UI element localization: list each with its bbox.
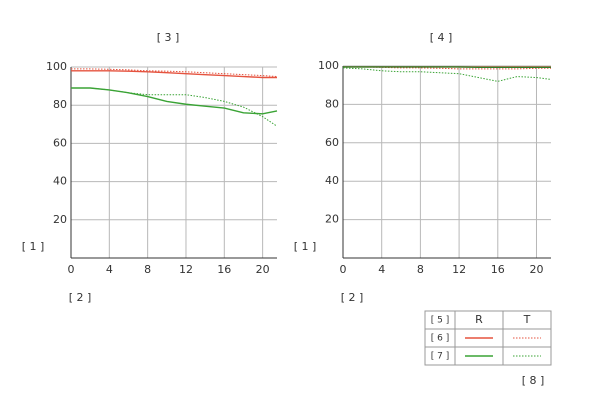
data-line	[343, 66, 551, 70]
y-tick-label: 60	[325, 136, 339, 149]
note: [ 8 ]	[522, 374, 545, 387]
y-tick-label: 100	[318, 59, 339, 72]
data-line	[71, 70, 277, 79]
x-tick-label: 12	[452, 263, 466, 276]
x-tick-label: 20	[256, 263, 270, 276]
x-tick-label: 0	[340, 263, 347, 276]
x-tick-label: 20	[529, 263, 543, 276]
legend-table: [ 5 ] R T [ 6 ] [ 7 ]	[424, 310, 552, 366]
x-tick-label: 4	[378, 263, 385, 276]
x-tick-label: 16	[217, 263, 231, 276]
y-tick-label: 20	[53, 213, 67, 226]
x-tick-label: 8	[417, 263, 424, 276]
legend-frame	[424, 310, 552, 366]
x-tick-label: 12	[179, 263, 193, 276]
chart-title: [ 3 ]	[157, 31, 180, 44]
data-line	[342, 67, 552, 82]
x-tick-label: 0	[68, 263, 75, 276]
legend-column: R	[475, 313, 483, 326]
y-tick-label: 80	[325, 97, 339, 110]
x-tick-label: 4	[106, 263, 113, 276]
legend-row: [ 7 ]	[431, 352, 449, 362]
y-tick-label: 100	[46, 60, 67, 73]
y-tick-label: 60	[53, 136, 67, 149]
data-line	[71, 87, 278, 115]
data-line	[71, 68, 278, 78]
data-line	[71, 87, 278, 127]
x-tick-label: 8	[144, 263, 151, 276]
y-tick-label: 40	[325, 174, 339, 187]
y-axis-label: [ 1 ]	[294, 240, 317, 253]
legend-column: T	[523, 313, 531, 326]
y-axis-label: [ 1 ]	[22, 240, 45, 253]
legend-header: [ 5 ]	[431, 316, 449, 326]
y-tick-label: 80	[53, 98, 67, 111]
y-tick-label: 20	[325, 213, 339, 226]
y-tick-label: 40	[53, 175, 67, 188]
x-axis-label: [ 2 ]	[341, 291, 364, 304]
x-tick-label: 16	[491, 263, 505, 276]
chart-title: [ 4 ]	[430, 31, 453, 44]
legend-row: [ 6 ]	[431, 334, 449, 344]
x-axis-label: [ 2 ]	[69, 291, 92, 304]
